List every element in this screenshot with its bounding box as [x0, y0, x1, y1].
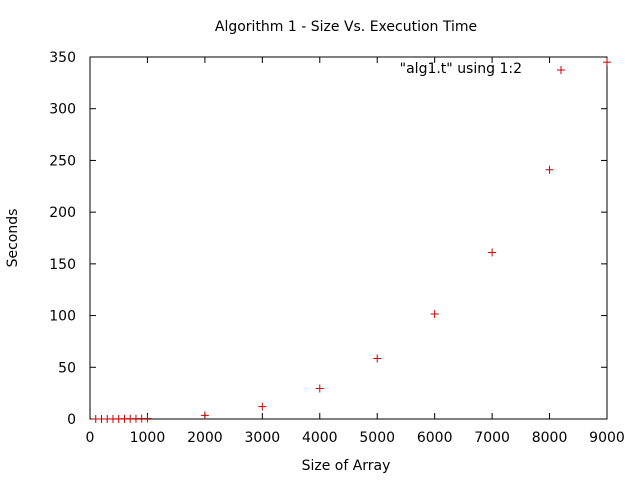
x-tick-label: 3000 [245, 430, 281, 446]
y-tick-label: 200 [49, 205, 76, 221]
y-tick-label: 250 [49, 153, 76, 169]
x-tick-label: 5000 [359, 430, 395, 446]
data-point [545, 165, 554, 174]
legend-marker [557, 66, 565, 74]
data-point [200, 411, 209, 420]
x-tick-label: 4000 [302, 430, 338, 446]
x-tick-label: 7000 [474, 430, 510, 446]
legend-label: "alg1.t" using 1:2 [400, 61, 522, 77]
x-tick-label: 8000 [532, 430, 568, 446]
y-tick-label: 150 [49, 257, 76, 273]
data-point [603, 58, 611, 67]
y-tick-label: 50 [58, 360, 76, 376]
chart-title: Algorithm 1 - Size Vs. Execution Time [215, 19, 477, 35]
legend: "alg1.t" using 1:2 [400, 61, 565, 77]
data-point [315, 384, 324, 393]
x-axis: 0 1000 2000 3000 4000 5000 6000 7000 8000 9000 [86, 57, 625, 446]
x-axis-label: Size of Array [302, 458, 391, 474]
data-series [91, 58, 611, 423]
data-point [488, 248, 497, 257]
data-point [373, 354, 382, 363]
data-point [258, 402, 267, 411]
x-tick-label: 2000 [187, 430, 223, 446]
y-tick-label: 100 [49, 309, 76, 325]
y-axis-label: Seconds [5, 209, 21, 268]
y-tick-label: 350 [49, 50, 76, 66]
x-tick-label: 1000 [130, 430, 166, 446]
y-tick-label: 300 [49, 102, 76, 118]
plot-area-border [89, 56, 608, 420]
data-point [143, 414, 152, 423]
data-point [430, 310, 439, 319]
x-tick-label: 0 [86, 430, 95, 446]
y-tick-label: 0 [67, 412, 76, 428]
y-axis: 0 50 100 150 200 250 300 350 [49, 50, 607, 428]
x-tick-label: 9000 [589, 430, 625, 446]
x-tick-label: 6000 [417, 430, 453, 446]
